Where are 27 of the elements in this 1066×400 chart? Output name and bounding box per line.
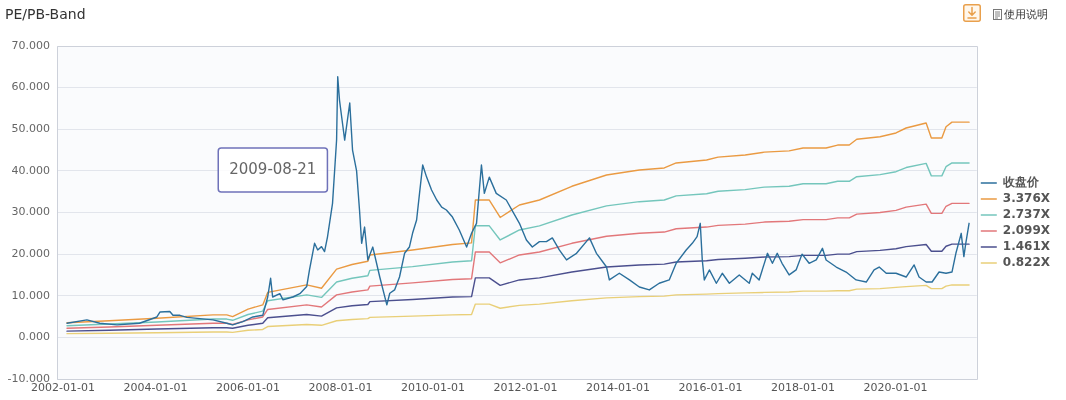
legend-label: 3.376X	[1002, 191, 1051, 206]
y-tick-label: 60.000	[11, 80, 50, 94]
x-tick-label: 2016-01-01	[678, 381, 743, 395]
y-tick-label: 70.000	[11, 38, 50, 52]
y-tick-label: 40.000	[11, 163, 50, 177]
y-tick-label: 50.000	[11, 122, 50, 136]
y-tick-label: 20.000	[11, 246, 50, 260]
y-tick-label: 30.000	[11, 205, 50, 219]
x-tick-label: 2004-01-01	[123, 381, 188, 395]
y-tick-label: 10.000	[11, 288, 50, 302]
annotation: 2009-08-21	[229, 159, 317, 178]
legend-label: 2.737X	[1002, 207, 1051, 222]
x-tick-label: 2018-01-01	[771, 381, 836, 395]
x-tick-label: 2008-01-01	[308, 381, 373, 395]
legend-label: 0.822X	[1002, 255, 1051, 270]
legend-label: 2.099X	[1002, 223, 1051, 238]
x-tick-label: 2014-01-01	[586, 381, 651, 395]
x-tick-label: 2006-01-01	[216, 381, 281, 395]
x-tick-label: 2020-01-01	[863, 381, 928, 395]
text: 使用说明	[1004, 7, 1048, 22]
legend-label: 1.461X	[1002, 239, 1051, 254]
x-tick-label: 2010-01-01	[401, 381, 466, 395]
y-tick-label: 0.000	[18, 330, 50, 344]
legend-label: 收盘价	[1002, 175, 1040, 190]
x-tick-label: 2012-01-01	[493, 381, 558, 395]
chart-title: PE/PB-Band	[5, 6, 86, 22]
x-tick-label: 2002-01-01	[31, 381, 96, 395]
